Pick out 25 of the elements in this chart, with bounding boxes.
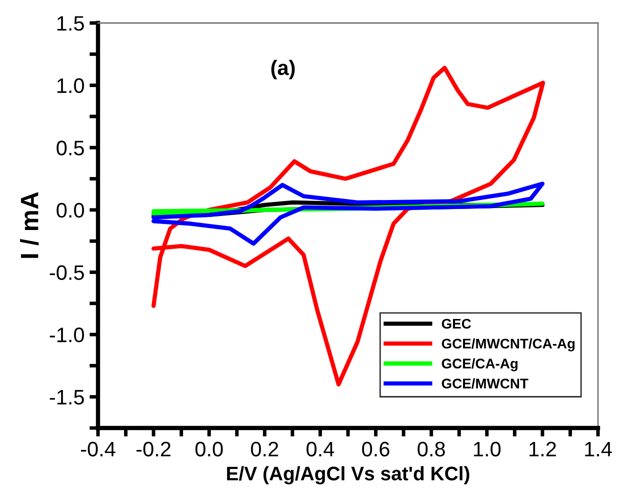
y-tick-label: -1.5 — [50, 390, 84, 405]
y-axis-title: I / mA — [20, 192, 39, 258]
y-tick-label: -0.5 — [50, 265, 84, 280]
y-tick-label: 1.0 — [57, 78, 84, 94]
y-tick-label: 0.0 — [56, 202, 84, 218]
y-tick-label: 1.5 — [57, 16, 84, 31]
legend-label: GCE/MWCNT/CA-Ag — [442, 338, 575, 352]
x-tick-label: 1.2 — [530, 442, 556, 456]
x-tick-label: -0.4 — [80, 442, 116, 456]
x-tick-label: 1.0 — [474, 442, 501, 456]
x-tick-label: 0.6 — [362, 442, 390, 456]
x-tick-label: 0.2 — [251, 442, 278, 456]
y-tick-label: -1.0 — [50, 328, 84, 342]
x-tick-label: 1.4 — [585, 442, 612, 456]
y-tick-label: 0.5 — [56, 140, 84, 156]
x-tick-label: -0.2 — [136, 442, 170, 456]
legend-label: GEC — [442, 318, 471, 329]
x-tick-label: 0.4 — [306, 442, 334, 456]
legend-label: GCE/CA-Ag — [442, 358, 518, 372]
annotation: (a) — [271, 60, 295, 80]
x-tick-label: 0.0 — [195, 442, 223, 456]
x-tick-label: 0.8 — [418, 442, 445, 456]
line-series — [151, 182, 545, 246]
x-axis-title: E/V (Ag/AgCl Vs sat'd KCl) — [227, 466, 470, 484]
legend-label: GCE/MWCNT — [442, 378, 528, 389]
